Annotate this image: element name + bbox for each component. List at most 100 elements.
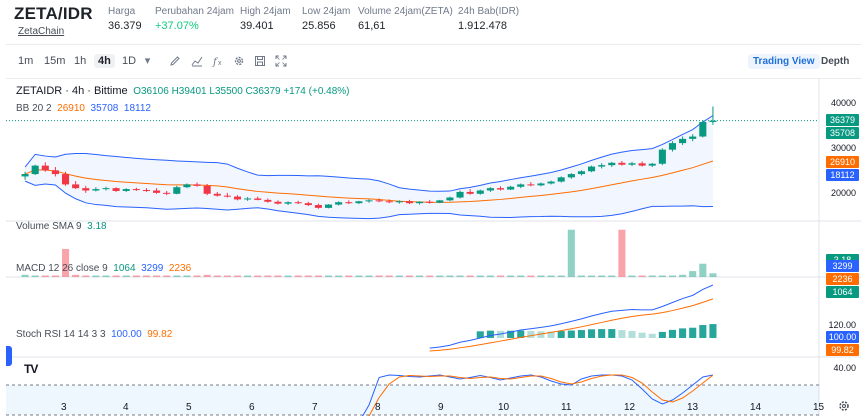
candle-body [547,181,555,184]
volume-bar [92,275,100,277]
stat-value: 25.856 [302,20,336,32]
macd-line [429,284,714,349]
volume-bar [405,275,414,277]
volume-bar [426,275,434,277]
bb-lower-value: 18112 [123,103,151,114]
volume-bar [618,229,626,277]
volume-bar [324,275,333,277]
price-chart-canvas[interactable] [6,79,861,416]
timeframe-15m[interactable]: 15m [44,55,66,67]
macd-tag-line: 3299 [826,260,859,272]
volume-label: Volume SMA 9 [16,221,82,232]
stoch-axis-label: 120.00 [828,320,856,330]
time-axis-label: 10 [498,402,510,413]
bb-mid-value: 26910 [57,103,85,114]
candle-body [223,195,231,197]
macd-histogram-bar [476,331,484,338]
depth-tab[interactable]: Depth [821,56,850,67]
time-axis-label: 6 [249,402,255,413]
bb-basis-line [24,160,714,203]
volume-bar [294,275,302,277]
volume-bar [142,275,150,277]
timeframe-1h[interactable]: 1h [74,55,87,67]
candle-body [405,201,414,204]
chevron-down-icon[interactable]: ▾ [144,55,151,67]
candle-body [598,165,606,167]
candle-body [21,174,29,177]
stoch-legend: Stoch RSI 14 14 3 3 100.00 99.82 [16,329,172,340]
volume-bar [244,275,252,277]
volume-bar [679,274,687,277]
macd-hist-value: 1064 [113,263,136,274]
candle-body [102,188,110,190]
stat-label: Perubahan 24jam [155,6,234,17]
time-axis-label: 11 [561,402,572,413]
candle-body [537,183,545,186]
macd-histogram-bar [638,332,646,338]
trading-view-tab[interactable]: Trading View [748,54,820,69]
volume-bar [628,275,636,277]
volume-bar [476,275,484,277]
stat-value: 1.912.478 [458,20,507,32]
scroll-left-handle[interactable] [6,346,12,366]
price-axis-label: 40000 [830,98,856,108]
candle-body [132,189,140,191]
pencil-icon[interactable] [168,55,181,68]
candle-body [517,184,525,187]
volume-bar [132,275,140,277]
symbol-title: ZETAIDR · 4h · Bittime [16,85,128,97]
stoch-k-line [362,374,714,416]
volume-bar [416,275,424,277]
candle-body [314,205,322,208]
volume-bar [598,275,606,277]
gear-icon[interactable] [232,55,245,68]
candle-body [456,191,464,198]
candle-body [61,174,70,185]
volume-bar [233,275,242,277]
timeframe-1d[interactable]: 1D [122,55,137,67]
volume-bar [446,275,454,277]
bb-label: BB 20 2 [16,103,52,114]
market-header: ZETA/IDR ZetaChain Harga 36.379 Perubaha… [0,0,867,40]
macd-histogram-bar [547,331,555,338]
price-axis-label: 30000 [830,143,856,153]
volume-bar [31,275,39,277]
stoch-d-value: 99.82 [147,329,173,340]
candle-body [193,184,201,186]
stoch-tag-k: 100.00 [826,331,859,343]
macd-histogram-bar [668,329,677,338]
save-icon[interactable] [253,55,266,68]
gear-icon[interactable] [838,400,850,415]
time-axis-label: 12 [624,402,636,413]
candle-body [213,193,221,196]
candle-body [92,189,100,191]
candle-body [183,184,191,188]
volume-bar [395,275,403,277]
volume-bar [577,275,585,277]
volume-bar [72,274,80,277]
fullscreen-icon[interactable] [274,55,287,68]
candle-body [567,174,575,178]
timeframe-4h[interactable]: 4h [94,54,115,68]
candle-body [153,190,161,193]
indicator-icon[interactable] [190,55,203,68]
macd-histogram-bar [648,333,656,338]
timeframe-1m[interactable]: 1m [18,55,34,67]
pair-sub-link[interactable]: ZetaChain [18,26,65,37]
macd-legend: MACD 12 26 close 9 1064 3299 2236 [16,263,191,274]
macd-histogram-bar [608,329,616,338]
candle-body [577,171,585,175]
candle-body [304,203,312,206]
volume-bar [436,275,444,277]
stat-value: 61,61 [358,20,386,32]
candle-body [679,138,687,144]
stat-label: High 24jam [240,6,291,17]
candle-body [274,201,282,204]
stoch-axis-label: 40.00 [833,363,856,373]
volume-bar [466,275,474,277]
macd-histogram-bar [628,331,636,338]
candle-body [689,136,697,139]
candle-body [41,165,49,171]
